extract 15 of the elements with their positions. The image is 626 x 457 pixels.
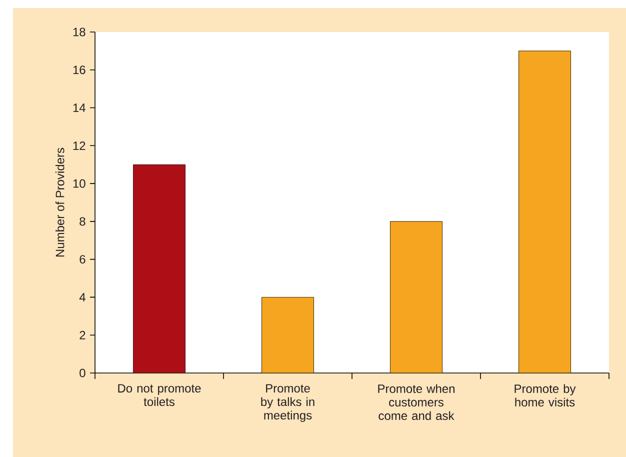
x-tick-label: Promote when customers come and ask xyxy=(378,384,454,420)
y-tick-label: 10 xyxy=(73,179,86,188)
x-tick-label: Promote by home visits xyxy=(514,384,576,406)
y-tick-label: 16 xyxy=(73,66,86,74)
y-tick-label: 18 xyxy=(73,28,86,36)
y-tick-label: 12 xyxy=(73,141,86,150)
y-tick-label: 2 xyxy=(80,330,86,340)
y-tick-label: 4 xyxy=(79,293,86,302)
y-tick-label: 6 xyxy=(80,255,86,264)
y-axis-title: Number of Providers xyxy=(55,148,64,257)
x-tick-label: Promote by talks in meetings xyxy=(261,384,314,422)
y-tick-label: 0 xyxy=(80,368,86,378)
x-tick-label: Do not promote toilets xyxy=(118,384,201,406)
y-tick-label: 14 xyxy=(73,104,86,112)
y-tick-label: 8 xyxy=(80,217,86,226)
